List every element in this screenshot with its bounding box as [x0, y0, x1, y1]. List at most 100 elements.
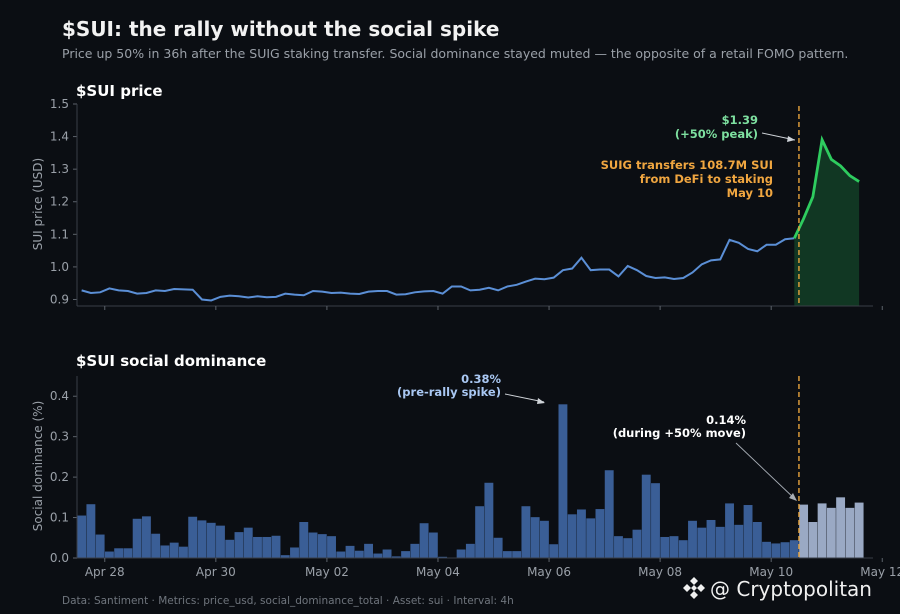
social-bar-highlight: [845, 507, 855, 558]
chart-title: $SUI: the rally without the social spike: [62, 17, 499, 41]
rally-line: [793, 135, 860, 239]
social-bar: [567, 514, 577, 558]
social-bar: [475, 506, 485, 558]
during-caption-label: (during +50% move): [613, 426, 746, 440]
social-bar: [299, 522, 309, 558]
social-bar: [678, 540, 688, 558]
social-bar: [493, 537, 503, 558]
social-bar: [669, 536, 679, 558]
social-y-ticks: 0.0 0.1 0.2 0.3 0.4: [50, 389, 77, 565]
social-bar: [752, 522, 762, 558]
social-bar: [253, 536, 262, 558]
price-y-tick-label-1: 1.0: [50, 260, 69, 274]
social-bar: [401, 551, 411, 558]
pre-rally-annotation: 0.38% (pre-rally spike): [397, 372, 545, 404]
social-bar: [419, 523, 429, 558]
social-bar: [225, 539, 235, 558]
social-bar: [428, 532, 438, 558]
social-bar: [336, 551, 346, 558]
social-bar: [604, 470, 614, 558]
price-y-tick-label-4: 1.3: [50, 162, 69, 176]
social-x-tick-label-1: Apr 30: [196, 565, 236, 579]
event-label-line2: from DeFi to staking: [640, 172, 773, 186]
social-bar: [465, 543, 475, 558]
event-label-line3: May 10: [727, 186, 773, 200]
price-y-ticks: 0.9 1.0 1.1 1.2 1.3 1.4 1.5: [50, 97, 77, 306]
social-x-tick-label-2: May 02: [305, 565, 349, 579]
social-bar: [762, 541, 772, 558]
social-bar: [725, 503, 734, 558]
social-bar: [697, 527, 707, 558]
chart-subtitle: Price up 50% in 36h after the SUIG staki…: [62, 46, 848, 61]
price-y-tick-label-0: 0.9: [50, 292, 69, 306]
peak-arrow-head: [787, 136, 795, 142]
social-bar: [539, 520, 549, 558]
social-bar: [308, 532, 318, 558]
brand-watermark: @ Cryptopolitan: [683, 577, 872, 601]
during-annotation: 0.14% (during +50% move): [613, 413, 797, 501]
social-bar: [715, 526, 725, 558]
social-bar: [178, 546, 188, 558]
social-x-ticks: Apr 28 Apr 30 May 02 May 04 May 06 May 08 May …: [85, 558, 900, 579]
social-bar: [576, 509, 586, 558]
social-bar: [623, 538, 633, 558]
social-panel: $SUI social dominance Social dominance (…: [31, 352, 900, 579]
social-bar: [280, 555, 290, 558]
social-x-tick-label-6: May 10: [749, 565, 793, 579]
social-bar: [141, 516, 151, 558]
social-bar: [373, 553, 383, 558]
social-bar-highlight: [808, 522, 818, 558]
social-bar: [512, 551, 522, 558]
social-y-tick-label-4: 0.4: [50, 389, 69, 403]
social-y-axis-title: Social dominance (%): [31, 401, 45, 532]
pre-rally-arrow: [504, 393, 545, 403]
social-bar: [151, 533, 161, 558]
social-bar: [780, 542, 790, 558]
price-line: [81, 237, 795, 302]
price-panel: $SUI price SUI price (USD) 0.9 1.0 1.1 1.2 1…: [31, 82, 883, 310]
social-bar: [456, 549, 466, 558]
social-bar: [391, 556, 401, 558]
peak-caption-label: (+50% peak): [675, 127, 758, 141]
social-y-tick-label-3: 0.3: [50, 430, 69, 444]
social-x-tick-label-5: May 08: [638, 565, 682, 579]
social-bar: [169, 542, 179, 558]
social-bar: [197, 520, 207, 558]
social-y-tick-label-0: 0.0: [50, 551, 69, 565]
pre-rally-arrow-head: [537, 398, 545, 404]
social-x-tick-label-4: May 06: [527, 565, 571, 579]
price-y-axis-title: SUI price (USD): [31, 158, 45, 250]
social-y-tick-label-1: 0.1: [50, 511, 69, 525]
social-bar: [234, 532, 244, 558]
price-x-tick-marks: [104, 306, 883, 310]
social-bar: [104, 551, 114, 558]
price-y-tick-label-2: 1.1: [50, 227, 69, 241]
social-bar: [438, 556, 448, 558]
during-arrow: [735, 442, 797, 501]
data-source-footer: Data: Santiment · Metrics: price_usd, so…: [62, 595, 514, 607]
social-bar: [521, 506, 531, 558]
social-bar: [688, 520, 697, 558]
social-bar: [114, 548, 124, 558]
pre-rally-value-label: 0.38%: [461, 372, 501, 386]
price-y-tick-label-6: 1.5: [50, 97, 69, 111]
pre-rally-caption-label: (pre-rally spike): [397, 385, 501, 399]
social-bar: [651, 483, 660, 558]
social-bar: [502, 551, 512, 558]
social-bar: [86, 504, 96, 558]
social-bar: [354, 550, 364, 558]
social-bar: [789, 540, 799, 558]
social-bar: [345, 545, 355, 558]
social-bar: [243, 527, 253, 558]
social-x-tick-label-7: May 12: [860, 565, 900, 579]
event-annotation: SUIG transfers 108.7M SUI from DeFi to s…: [601, 158, 773, 200]
social-y-tick-label-2: 0.2: [50, 470, 69, 484]
social-bar: [132, 518, 142, 558]
price-y-tick-label-3: 1.2: [50, 195, 69, 209]
during-arrow-head: [789, 493, 797, 501]
social-bar-highlight: [826, 507, 836, 558]
social-bar: [327, 536, 336, 558]
social-bar: [734, 524, 744, 558]
